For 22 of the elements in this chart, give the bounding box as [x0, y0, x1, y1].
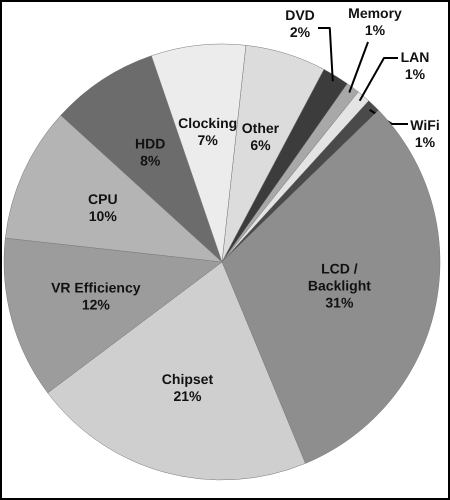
slice-label: Clocking: [178, 114, 238, 131]
data-label: 31%: [325, 294, 354, 310]
data-label: 10%: [88, 208, 118, 224]
slice-label: CPU: [88, 191, 118, 208]
data-label: 1%: [404, 66, 426, 82]
slice-label: LCD / Backlight: [308, 260, 372, 294]
data-label: 7%: [198, 132, 218, 148]
slice-label: Other: [242, 120, 280, 136]
data-label: 6%: [250, 136, 272, 153]
data-label: 2%: [290, 24, 311, 40]
slice-label: DVD: [285, 7, 315, 23]
data-label: 12%: [82, 296, 110, 313]
data-label: 8%: [140, 152, 161, 169]
data-label: 21%: [173, 388, 202, 404]
slice-label: HDD: [135, 136, 166, 152]
slice-label: LAN: [400, 49, 430, 65]
data-label: 1%: [414, 134, 436, 150]
slice-label: Chipset: [162, 371, 214, 388]
slice-label: Memory: [348, 5, 402, 21]
slice-label: WiFi: [410, 117, 440, 133]
slice-label: VR Efficiency: [51, 280, 141, 296]
data-label: 1%: [364, 22, 386, 38]
